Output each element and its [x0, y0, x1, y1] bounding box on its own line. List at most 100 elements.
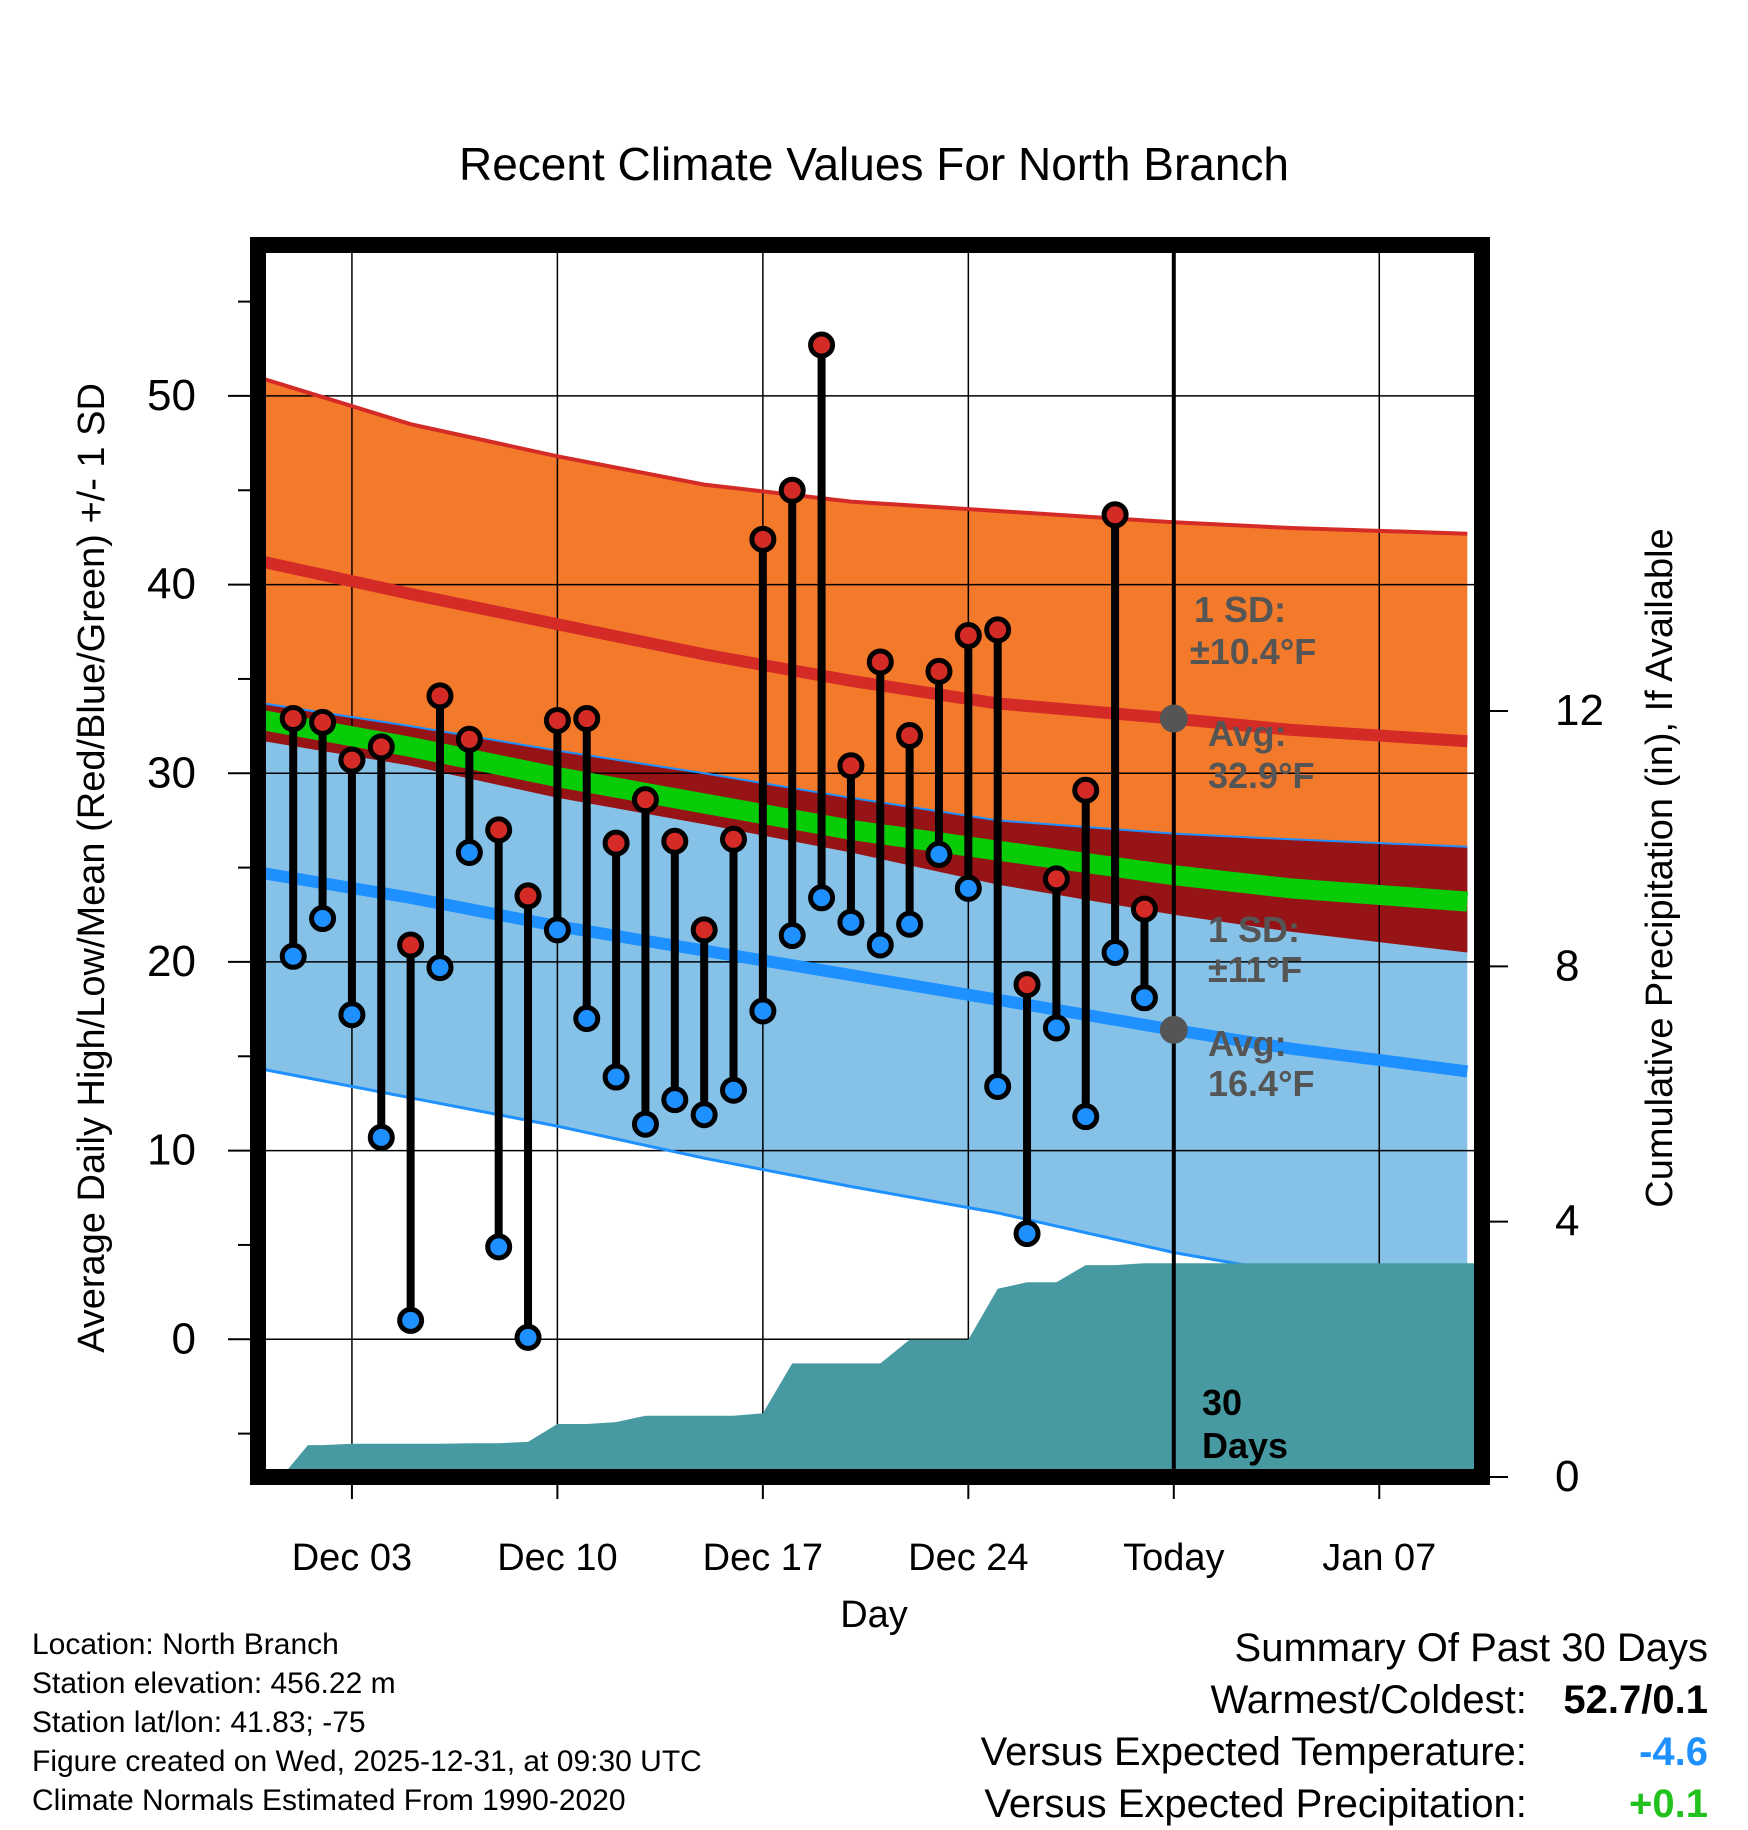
window-unit: Days — [1202, 1425, 1288, 1466]
high-point — [397, 931, 425, 959]
y-right-tick-label: 4 — [1555, 1197, 1579, 1246]
high-point — [925, 657, 953, 685]
high-point — [1101, 501, 1129, 529]
high-point — [984, 616, 1012, 644]
low-point — [397, 1306, 425, 1334]
high-point — [1072, 776, 1100, 804]
high-avg-value: 32.9°F — [1208, 755, 1314, 796]
low-point — [661, 1086, 689, 1114]
y-left-tick-label: 10 — [147, 1126, 196, 1175]
high-point — [631, 786, 659, 814]
low-point — [1101, 939, 1129, 967]
precip-departure-row: Versus Expected Precipitation: +0.1 — [981, 1778, 1708, 1830]
y-right-tick-label: 8 — [1555, 941, 1579, 990]
normals-text: Climate Normals Estimated From 1990-2020 — [32, 1784, 626, 1817]
x-tick-label: Today — [1123, 1537, 1224, 1579]
plot-area — [258, 245, 1482, 1477]
x-tick-label: Dec 10 — [497, 1537, 617, 1579]
x-tick-label: Dec 24 — [908, 1537, 1028, 1579]
high-point — [602, 829, 630, 857]
low-point — [984, 1072, 1012, 1100]
y-right-tick-label: 12 — [1555, 686, 1604, 735]
low-point — [279, 942, 307, 970]
precip-area — [281, 1263, 1482, 1477]
temp-departure-value: -4.6 — [1639, 1730, 1708, 1774]
high-upper-edge — [263, 377, 1468, 536]
precip-departure-value: +0.1 — [1629, 1782, 1708, 1826]
low-point — [602, 1063, 630, 1091]
low-point — [573, 1005, 601, 1033]
high-point — [778, 476, 806, 504]
low-point — [426, 954, 454, 982]
x-axis-label: Day — [840, 1594, 908, 1636]
high-sd-value: ±10.4°F — [1190, 631, 1316, 672]
created-text: Figure created on Wed, 2025-12-31, at 09… — [32, 1745, 702, 1778]
station-info: Location: North Branch Station elevation… — [32, 1625, 702, 1820]
precip-departure-label: Versus Expected Precipitation: — [984, 1782, 1527, 1826]
temp-departure-label: Versus Expected Temperature: — [980, 1730, 1527, 1774]
high-point — [837, 752, 865, 780]
low-sd-label: 1 SD: — [1208, 909, 1300, 950]
high-normal-line — [262, 556, 1468, 748]
low-point — [309, 905, 337, 933]
low-point — [455, 839, 483, 867]
y-axis-label-left: Average Daily High/Low/Mean (Red/Blue/Gr… — [71, 383, 113, 1353]
low-point — [514, 1323, 542, 1351]
high-point — [808, 331, 836, 359]
low-point — [1042, 1014, 1070, 1042]
high-point — [896, 722, 924, 750]
chart-title: Recent Climate Values For North Branch — [459, 138, 1289, 190]
low-normal-line — [262, 867, 1469, 1078]
summary-heading: Summary Of Past 30 Days — [1234, 1626, 1708, 1670]
low-point — [954, 874, 982, 902]
low-point — [1130, 984, 1158, 1012]
y-left-tick-label: 30 — [147, 748, 196, 797]
y-left-tick-label: 0 — [172, 1314, 196, 1363]
plot-frame — [250, 237, 1490, 1485]
y-left-tick-label: 50 — [147, 371, 196, 420]
low-point — [367, 1123, 395, 1151]
low-point — [690, 1101, 718, 1129]
high-point — [514, 882, 542, 910]
today-low-marker — [1159, 1015, 1188, 1044]
warmest-coldest-row: Warmest/Coldest: 52.7/0.1 — [981, 1674, 1709, 1726]
low-point — [720, 1076, 748, 1104]
low-point — [896, 910, 924, 938]
high-point — [279, 705, 307, 733]
y-left-tick-label: 20 — [147, 937, 196, 986]
y-left-tick-label: 40 — [147, 560, 196, 609]
latlon-text: Station lat/lon: 41.83; -75 — [32, 1706, 366, 1739]
low-point — [749, 997, 777, 1025]
low-avg-value: 16.4°F — [1208, 1063, 1314, 1104]
high-point — [1042, 865, 1070, 893]
low-point — [543, 916, 571, 944]
summary-panel: Summary Of Past 30 Days Warmest/Coldest:… — [981, 1622, 1708, 1830]
warmest-value: 52.7/0.1 — [1563, 1678, 1708, 1722]
location-text: Location: North Branch — [32, 1628, 339, 1661]
x-tick-label: Jan 07 — [1322, 1537, 1436, 1579]
low-point — [866, 931, 894, 959]
low-avg-label: Avg: — [1208, 1023, 1287, 1064]
temp-departure-row: Versus Expected Temperature: -4.6 — [981, 1726, 1708, 1778]
high-point — [543, 706, 571, 734]
warmest-label: Warmest/Coldest: — [1210, 1678, 1527, 1722]
low-point — [778, 922, 806, 950]
high-point — [720, 825, 748, 853]
high-sd-label: 1 SD: — [1194, 589, 1286, 630]
low-sd-value: ±11°F — [1208, 949, 1302, 990]
high-point — [690, 916, 718, 944]
elevation-text: Station elevation: 456.22 m — [32, 1667, 396, 1700]
high-avg-label: Avg: — [1208, 713, 1287, 754]
low-point — [837, 908, 865, 936]
today-high-marker — [1159, 704, 1188, 733]
low-point — [925, 840, 953, 868]
high-point — [367, 733, 395, 761]
high-point — [1130, 895, 1158, 923]
window-count: 30 — [1202, 1382, 1242, 1423]
high-point — [1013, 971, 1041, 999]
high-point — [485, 816, 513, 844]
low-point — [631, 1110, 659, 1138]
low-point — [1013, 1220, 1041, 1248]
low-point — [808, 884, 836, 912]
